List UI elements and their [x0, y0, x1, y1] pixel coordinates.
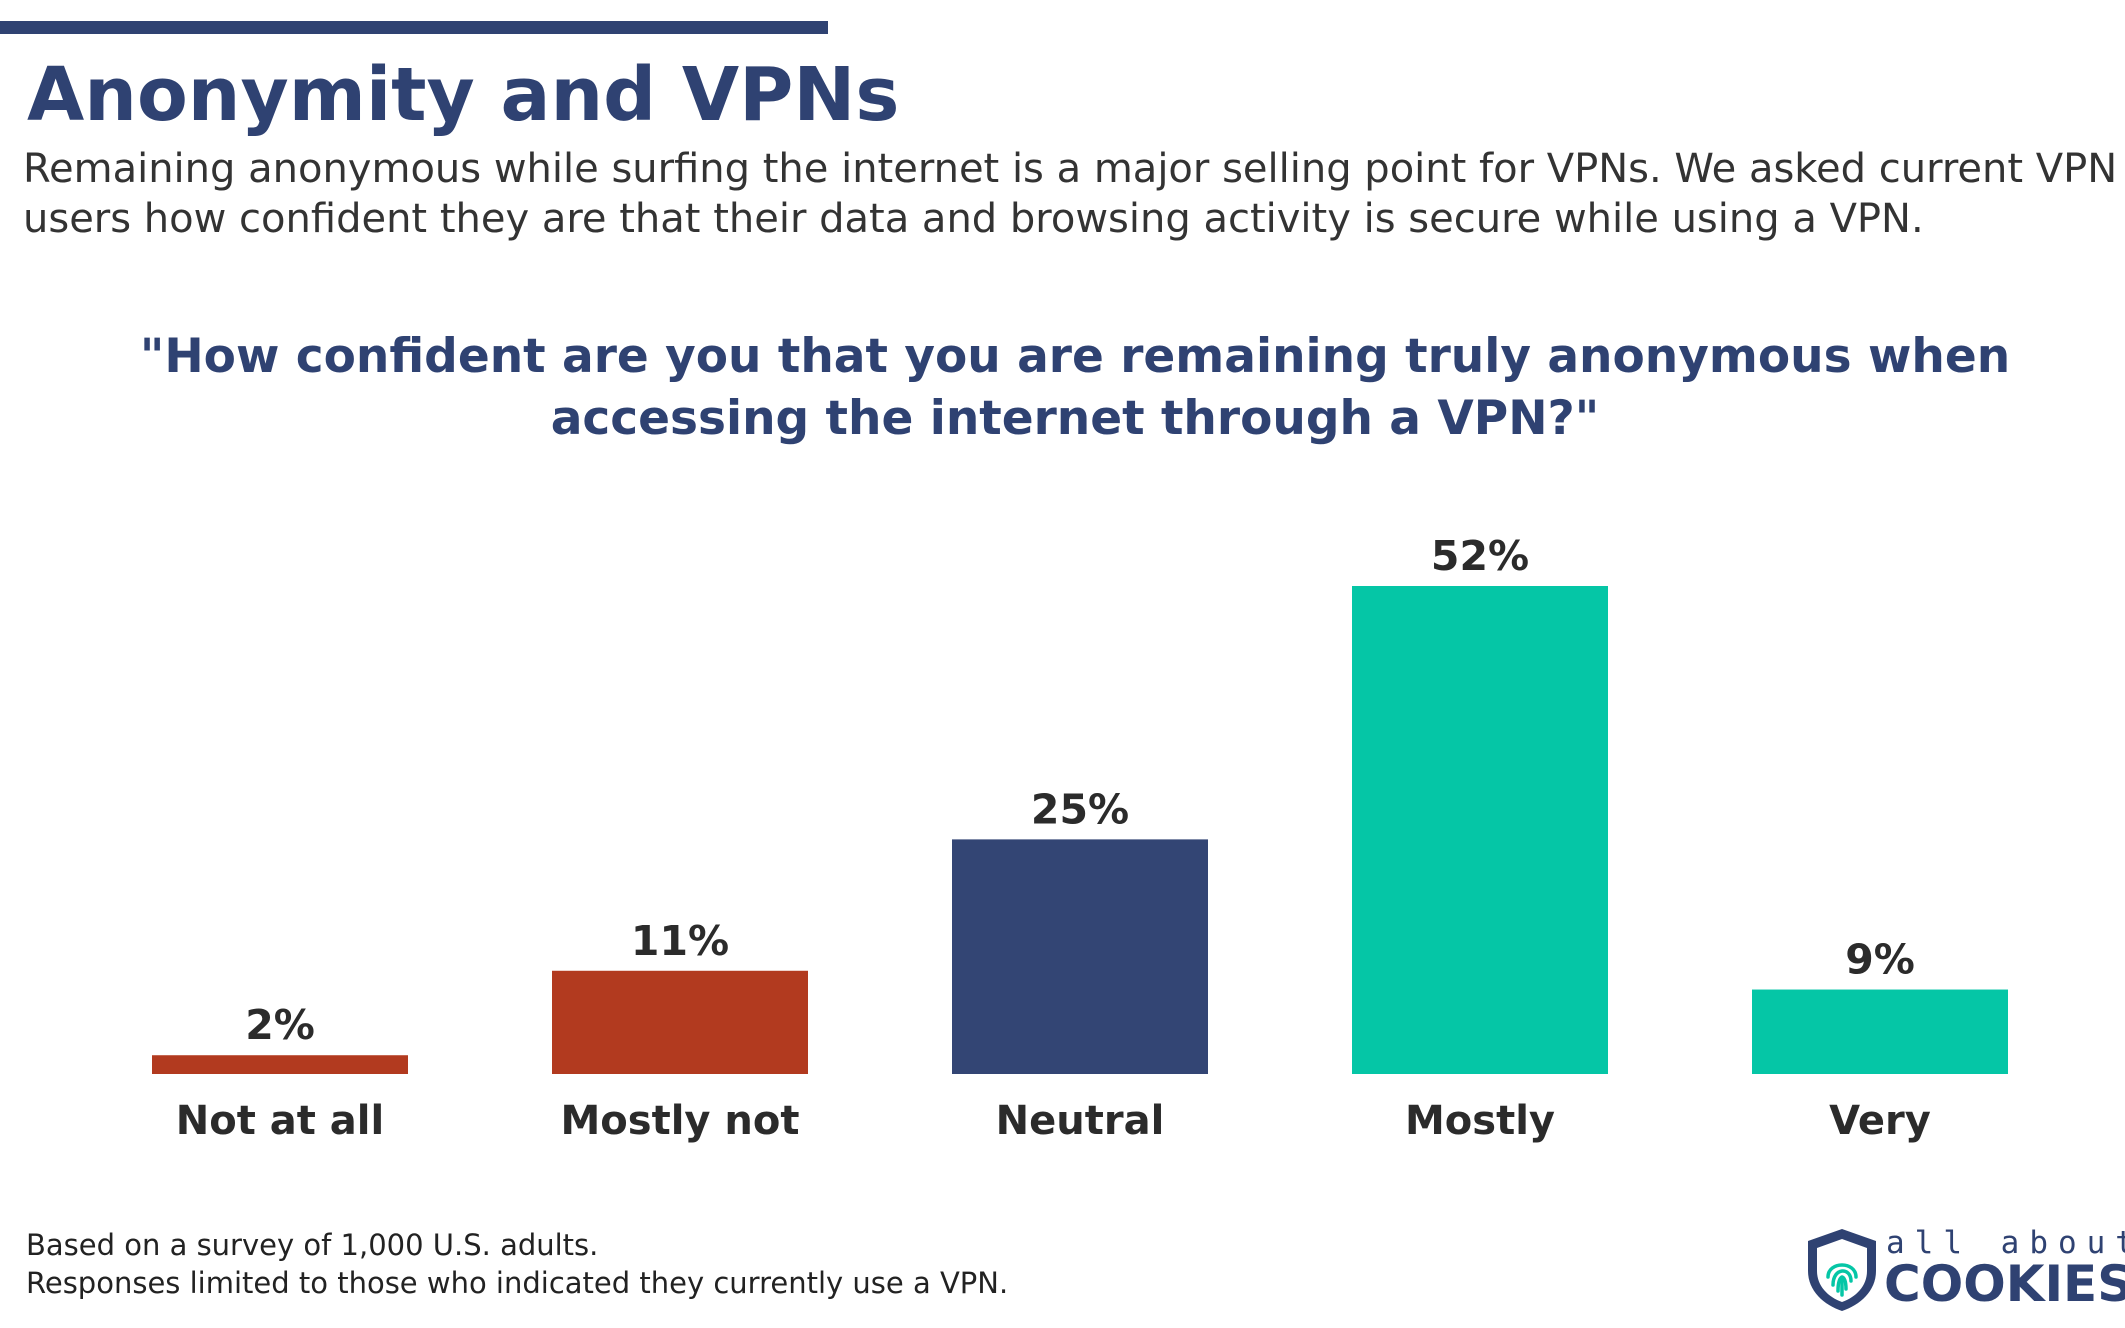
- logo-text-top: all about: [1886, 1225, 2125, 1261]
- category-label: Not at all: [176, 1098, 384, 1144]
- bar-very: [1752, 989, 2008, 1074]
- category-label: Mostly: [1405, 1098, 1555, 1144]
- data-label: 52%: [1431, 532, 1529, 580]
- bar-not-at-all: [152, 1055, 408, 1074]
- bar-neutral: [952, 839, 1208, 1074]
- bar-chart-svg: 2% Not at all 11% Mostly not 25% Neutral 52% Mo…: [152, 532, 2008, 1144]
- bar-chart: 2% Not at all 11% Mostly not 25% Neutral 52% Mo…: [0, 500, 2125, 1185]
- page-title: Anonymity and VPNs: [27, 52, 900, 138]
- top-rule: [0, 21, 828, 34]
- brand-logo: all about COOKIES: [1806, 1225, 2125, 1315]
- bar-mostly: [1352, 586, 1608, 1074]
- data-label: 11%: [631, 917, 729, 965]
- bar-mostly-not: [552, 970, 808, 1074]
- footnote-line-1: Based on a survey of 1,000 U.S. adults.: [26, 1228, 599, 1262]
- category-label: Neutral: [996, 1098, 1165, 1144]
- data-label: 9%: [1845, 936, 1915, 984]
- logo-text-bottom: COOKIES: [1884, 1255, 2125, 1313]
- shield-fingerprint-icon: [1808, 1229, 1876, 1311]
- category-label: Very: [1829, 1098, 1931, 1144]
- page-subtitle: Remaining anonymous while surfing the in…: [23, 146, 2118, 242]
- category-label: Mostly not: [560, 1098, 799, 1144]
- chart-question: "How confident are you that you are rema…: [139, 329, 2011, 446]
- data-label: 2%: [245, 1001, 315, 1049]
- footnote: Based on a survey of 1,000 U.S. adults. …: [26, 1226, 1008, 1302]
- data-label: 25%: [1031, 785, 1129, 833]
- footnote-line-2: Responses limited to those who indicated…: [26, 1266, 1009, 1300]
